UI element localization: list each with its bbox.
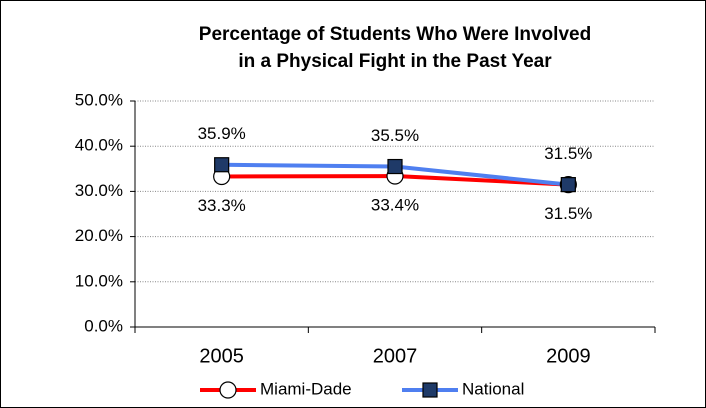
legend-label: Miami-Dade xyxy=(260,379,352,398)
data-point xyxy=(387,158,403,175)
y-tick-label: 30.0% xyxy=(75,181,123,200)
data-label: 33.4% xyxy=(371,196,419,215)
data-point xyxy=(560,177,576,193)
data-label: 31.5% xyxy=(544,144,592,163)
legend-label: National xyxy=(462,379,524,398)
x-tick-label: 2007 xyxy=(373,345,418,367)
y-tick-label: 40.0% xyxy=(75,136,123,155)
legend-marker xyxy=(219,381,237,399)
x-tick-label: 2005 xyxy=(199,345,244,367)
y-tick-label: 0.0% xyxy=(84,316,123,335)
data-label: 31.5% xyxy=(544,204,592,223)
legend-marker xyxy=(422,382,438,398)
data-point xyxy=(214,157,230,173)
x-tick-label: 2009 xyxy=(546,345,591,367)
chart-title: Percentage of Students Who Were Involved xyxy=(199,24,591,45)
y-tick-label: 10.0% xyxy=(75,271,123,290)
y-tick-label: 20.0% xyxy=(75,226,123,245)
data-label: 35.9% xyxy=(198,124,246,143)
chart-title: in a Physical Fight in the Past Year xyxy=(238,51,552,72)
data-label: 35.5% xyxy=(371,126,419,145)
y-tick-label: 50.0% xyxy=(75,90,123,109)
data-label: 33.3% xyxy=(198,196,246,215)
